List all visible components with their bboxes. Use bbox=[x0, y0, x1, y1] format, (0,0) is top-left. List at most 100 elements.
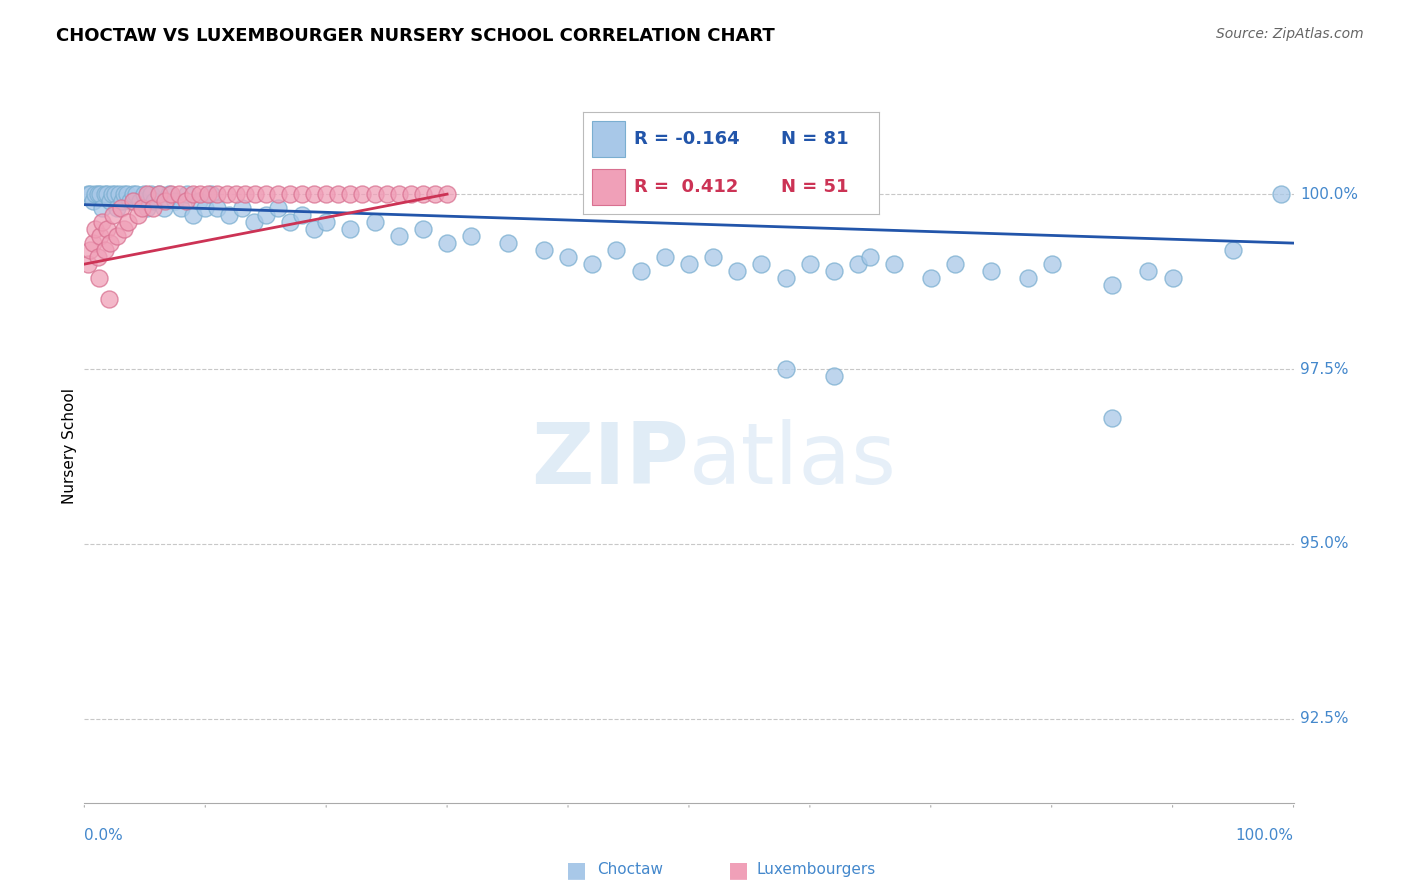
Point bbox=[101, 187, 124, 202]
Point bbox=[89, 229, 111, 244]
Text: ■: ■ bbox=[567, 860, 586, 880]
Point bbox=[155, 194, 177, 208]
Point bbox=[1017, 271, 1039, 285]
Point bbox=[943, 257, 966, 271]
Point bbox=[79, 187, 101, 202]
Point bbox=[215, 187, 238, 202]
Point bbox=[980, 264, 1002, 278]
Point bbox=[1101, 278, 1123, 293]
Point bbox=[267, 187, 290, 202]
Point bbox=[153, 201, 176, 215]
Point bbox=[181, 208, 204, 222]
Point bbox=[98, 194, 121, 208]
Point bbox=[254, 208, 277, 222]
Point bbox=[859, 250, 882, 264]
Point bbox=[654, 250, 676, 264]
Point bbox=[79, 243, 101, 257]
Point bbox=[339, 187, 361, 202]
Point bbox=[1222, 243, 1244, 257]
Point bbox=[883, 257, 905, 271]
Point bbox=[121, 187, 143, 202]
Point bbox=[105, 229, 128, 244]
Text: N = 51: N = 51 bbox=[782, 178, 849, 196]
Point bbox=[142, 201, 165, 215]
Point bbox=[302, 187, 325, 202]
Point bbox=[174, 194, 197, 208]
Point bbox=[412, 222, 434, 236]
Point bbox=[328, 187, 350, 202]
Point bbox=[104, 187, 127, 202]
Point bbox=[399, 187, 422, 202]
Point bbox=[218, 208, 240, 222]
Point bbox=[77, 257, 100, 271]
Point bbox=[148, 187, 170, 202]
Point bbox=[388, 187, 411, 202]
Point bbox=[82, 194, 104, 208]
Point bbox=[846, 257, 869, 271]
Point bbox=[86, 250, 108, 264]
Point bbox=[103, 208, 125, 222]
Point bbox=[105, 201, 128, 215]
Point bbox=[170, 201, 193, 215]
Point bbox=[160, 187, 183, 202]
Point bbox=[339, 222, 361, 236]
Point bbox=[112, 187, 135, 202]
Text: Choctaw: Choctaw bbox=[598, 863, 664, 877]
Point bbox=[315, 187, 337, 202]
Point bbox=[302, 222, 325, 236]
Point bbox=[136, 187, 159, 202]
Point bbox=[751, 257, 773, 271]
Point bbox=[233, 187, 256, 202]
Point bbox=[115, 187, 138, 202]
Text: 100.0%: 100.0% bbox=[1301, 186, 1358, 202]
Point bbox=[243, 187, 266, 202]
Point bbox=[111, 194, 134, 208]
Text: CHOCTAW VS LUXEMBOURGER NURSERY SCHOOL CORRELATION CHART: CHOCTAW VS LUXEMBOURGER NURSERY SCHOOL C… bbox=[56, 27, 775, 45]
Text: 95.0%: 95.0% bbox=[1301, 536, 1348, 551]
Point bbox=[231, 201, 253, 215]
Point bbox=[200, 187, 222, 202]
Point bbox=[108, 187, 131, 202]
Point bbox=[291, 208, 314, 222]
Bar bbox=[592, 169, 624, 205]
Point bbox=[188, 194, 211, 208]
Point bbox=[136, 201, 159, 215]
Point bbox=[278, 215, 301, 229]
Point bbox=[460, 229, 482, 244]
Point bbox=[920, 271, 942, 285]
Point bbox=[581, 257, 603, 271]
Point bbox=[496, 236, 519, 251]
Text: ZIP: ZIP bbox=[531, 418, 689, 502]
Point bbox=[197, 187, 219, 202]
Point bbox=[242, 215, 264, 229]
Point bbox=[388, 229, 411, 244]
Point bbox=[84, 222, 107, 236]
Point bbox=[77, 187, 100, 202]
Point bbox=[167, 187, 190, 202]
Point bbox=[605, 243, 627, 257]
Point bbox=[412, 187, 434, 202]
Point bbox=[121, 194, 143, 208]
Point bbox=[176, 187, 198, 202]
Point bbox=[86, 187, 108, 202]
Point bbox=[725, 264, 748, 278]
Point bbox=[799, 257, 821, 271]
Text: ■: ■ bbox=[728, 860, 748, 880]
Point bbox=[139, 187, 162, 202]
Point bbox=[1137, 264, 1160, 278]
Point bbox=[157, 187, 180, 202]
Text: N = 81: N = 81 bbox=[782, 129, 849, 148]
Y-axis label: Nursery School: Nursery School bbox=[62, 388, 77, 504]
Text: 0.0%: 0.0% bbox=[84, 828, 124, 843]
Point bbox=[96, 222, 118, 236]
Point bbox=[190, 187, 212, 202]
Text: R =  0.412: R = 0.412 bbox=[634, 178, 738, 196]
Point bbox=[120, 194, 142, 208]
Point bbox=[254, 187, 277, 202]
Point bbox=[630, 264, 652, 278]
Point bbox=[363, 215, 385, 229]
Point bbox=[125, 187, 148, 202]
Point bbox=[1161, 271, 1184, 285]
Text: 100.0%: 100.0% bbox=[1236, 828, 1294, 843]
Point bbox=[91, 201, 114, 215]
